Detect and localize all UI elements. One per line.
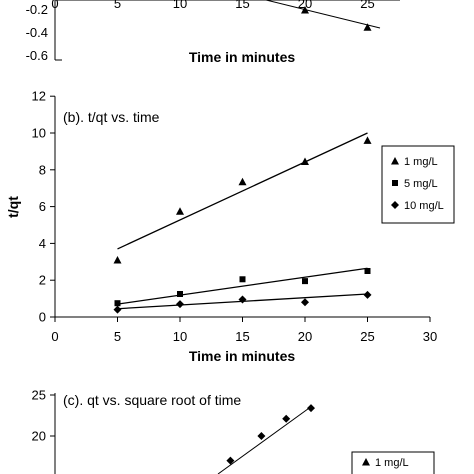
panel-b-data-point <box>238 177 247 186</box>
panel-c-y-tick-label: 20 <box>32 429 46 444</box>
panel-a-y-tick-label: -0.6 <box>26 48 48 63</box>
panel-b-trendline-5-mg-l <box>117 267 368 305</box>
panel-a-data-point <box>301 6 309 14</box>
panel-b-y-tick-label: 4 <box>39 236 46 251</box>
panel-c-data-point <box>282 414 291 423</box>
panel-c-legend-label: 1 mg/L <box>375 457 409 469</box>
panel-b-data-point <box>113 255 122 264</box>
panel-b-y-tick-label: 0 <box>39 310 46 325</box>
panel-b: 0 2 4 6 8 10 12 0 5 10 15 20 25 30 (b). t/qt vs. tim… <box>5 89 455 364</box>
panel-a-x-tick-label: 25 <box>360 0 374 11</box>
panel-b-y-tick-label: 12 <box>32 89 46 104</box>
panel-b-y-axis-label: t/qt <box>5 196 21 218</box>
panel-b-y-tick-label: 2 <box>39 273 46 288</box>
panel-c-y-tick-label: 25 <box>32 388 46 403</box>
panel-a-x-tick-label: 10 <box>173 0 187 11</box>
panel-b-x-axis-label: Time in minutes <box>189 348 296 364</box>
panel-a-x-axis-label: Time in minutes <box>189 49 296 65</box>
panel-c-data-point <box>226 456 235 465</box>
panel-b-data-point <box>302 278 308 285</box>
panel-b-x-tick-label: 20 <box>298 329 312 344</box>
panel-c-title: (c). qt vs. square root of time <box>63 392 241 408</box>
panel-a-x-tick-label: 15 <box>235 0 249 11</box>
panel-b-legend-label: 5 mg/L <box>404 178 438 190</box>
panel-b-legend-marker <box>391 201 399 209</box>
panel-b-data-point <box>177 291 183 297</box>
panel-a-data-point <box>363 23 372 31</box>
panel-b-y-tick-label: 6 <box>39 199 46 214</box>
panel-b-data-point <box>239 276 246 283</box>
panel-b-data-point <box>114 300 121 307</box>
panel-a-x-tick-label: 20 <box>298 0 312 11</box>
panel-b-legend-label: 10 mg/L <box>404 200 444 212</box>
panel-a: -0.2 -0.4 -0.6 0 5 10 15 20 25 Time in minutes <box>26 0 400 65</box>
panel-a-x-tick-label: 0 <box>51 0 58 11</box>
panel-b-x-tick-label: 30 <box>423 329 437 344</box>
panel-c-legend-box <box>351 451 435 474</box>
panel-b-data-point <box>364 268 371 274</box>
panel-b-legend-label: 1 mg/L <box>404 156 438 168</box>
panel-b-legend-marker <box>392 180 398 186</box>
panel-b-x-tick-label: 10 <box>173 329 187 344</box>
panel-b-legend-marker <box>391 157 399 165</box>
panel-b-x-tick-label: 15 <box>235 329 249 344</box>
panel-c-data-point <box>257 432 266 440</box>
panel-c-legend-marker <box>362 458 370 466</box>
panel-b-data-point <box>363 290 372 299</box>
panel-c-trendline <box>217 405 313 474</box>
panel-b-data-point <box>301 157 309 166</box>
panel-b-x-tick-label: 5 <box>114 329 121 344</box>
panel-b-data-point <box>238 295 247 304</box>
panel-a-y-tick-label: -0.2 <box>26 2 48 17</box>
panel-a-trendline <box>263 0 381 29</box>
panel-a-y-tick-label: -0.4 <box>26 25 48 40</box>
panel-b-data-point <box>176 207 184 215</box>
panel-b-trendline-1-mg-l <box>117 132 368 250</box>
panel-c-data-point <box>307 404 315 413</box>
panel-b-title: (b). t/qt vs. time <box>63 109 160 125</box>
panel-c: 25 20 (c). qt vs. square root of time 1 m… <box>32 388 435 474</box>
panel-b-data-point <box>363 136 372 144</box>
panel-b-x-tick-label: 25 <box>360 329 374 344</box>
panel-b-legend: 1 mg/L 5 mg/L 10 mg/L <box>381 145 455 224</box>
panel-b-y-tick-label: 8 <box>39 162 46 177</box>
panel-b-data-point <box>113 305 122 314</box>
panel-b-x-tick-label: 0 <box>51 329 58 344</box>
panel-a-x-tick-label: 5 <box>114 0 121 11</box>
panel-b-data-point <box>176 300 184 309</box>
panel-b-y-tick-label: 10 <box>32 126 46 141</box>
panel-b-data-point <box>301 298 309 307</box>
